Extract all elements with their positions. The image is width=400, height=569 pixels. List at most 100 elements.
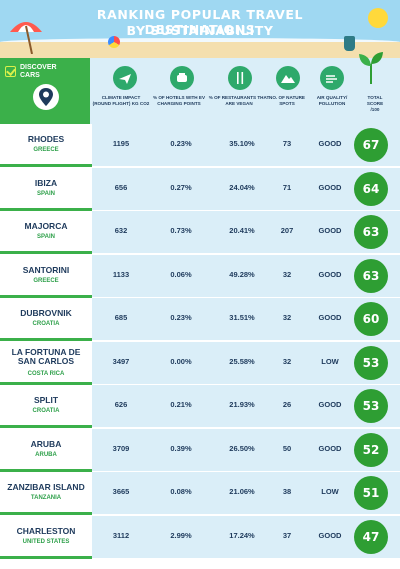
row-accent-line — [0, 338, 92, 341]
brand-header: DISCOVER CARS — [0, 58, 90, 124]
ev-value: 0.39% — [170, 443, 192, 453]
nature-value: 50 — [282, 443, 292, 453]
score-badge: 51 — [354, 476, 388, 510]
nature-value: 71 — [282, 182, 292, 192]
co2-value: 3665 — [112, 487, 130, 496]
vegan-value: 26.50% — [229, 443, 255, 453]
table-row: ARUBA ARUBA 3709 0.39% 26.50% 50 GOOD 52 — [0, 428, 400, 472]
row-band — [92, 211, 400, 253]
column-label-ev: % OF HOTELS WITH EV CHARGING POINTS — [152, 95, 206, 106]
air-value: GOOD — [318, 182, 342, 192]
air-value: GOOD — [318, 139, 342, 148]
table-row: SANTORINI GREECE 1133 0.06% 49.28% 32 GOOD 63 — [0, 254, 400, 298]
ev-value: 0.27% — [170, 182, 192, 192]
vegan-value: 24.04% — [229, 182, 255, 192]
row-accent-line — [0, 512, 92, 515]
row-band — [92, 428, 400, 471]
ev-value: 0.21% — [170, 400, 192, 409]
destination-cell: ZANZIBAR ISLAND TANZANIA — [0, 472, 92, 515]
city-name: ZANZIBAR ISLAND — [7, 482, 85, 492]
city-name: MAJORCA — [24, 221, 68, 231]
ev-car-icon — [170, 66, 194, 90]
row-accent-line — [0, 207, 92, 211]
table-row: IBIZA SPAIN 656 0.27% 24.04% 71 GOOD 64 — [0, 167, 400, 211]
location-pin-badge — [33, 84, 59, 110]
score-badge: 63 — [354, 258, 388, 293]
city-name: SANTORINI — [22, 264, 70, 275]
wind-icon — [320, 66, 344, 90]
row-band — [92, 341, 400, 384]
row-accent-line — [0, 468, 92, 472]
column-label-co2: CLIMATE IMPACT (ROUND FLIGHT) KG CO2 — [92, 95, 150, 106]
country-name: ARUBA — [35, 451, 57, 458]
score-badge: 64 — [354, 171, 388, 206]
ev-value: 0.08% — [170, 487, 192, 496]
nature-value: 32 — [282, 313, 292, 322]
mountain-icon — [276, 66, 300, 90]
column-label-air: AIR QUALITY/ POLLUTION — [316, 95, 348, 106]
nature-value: 32 — [282, 269, 292, 279]
co2-value: 656 — [114, 182, 128, 192]
destination-cell: RHODES GREECE — [0, 124, 92, 167]
country-name: SPAIN — [37, 234, 55, 240]
row-band — [92, 385, 400, 427]
air-value: LOW — [321, 487, 339, 496]
column-label-vegan: % OF RESTAURANTS THAT ARE VEGAN — [208, 95, 270, 106]
destination-cell: SPLIT CROATIA — [0, 385, 92, 428]
ev-value: 0.06% — [170, 269, 192, 279]
air-value: LOW — [321, 356, 339, 366]
nature-value: 32 — [282, 356, 292, 366]
country-name: SPAIN — [37, 190, 55, 197]
column-header: CLIMATE IMPACT (ROUND FLIGHT) KG CO2 % O… — [90, 58, 400, 124]
score-badge: 53 — [354, 345, 388, 380]
co2-value: 632 — [114, 226, 128, 235]
vegan-value: 25.58% — [229, 356, 255, 366]
destination-cell: IBIZA SPAIN — [0, 167, 92, 211]
row-accent-line — [0, 294, 92, 298]
drink-icon — [344, 36, 355, 51]
sand-decoration — [0, 42, 400, 58]
air-value: GOOD — [318, 313, 342, 322]
row-band — [92, 254, 400, 297]
city-name: RHODES — [27, 134, 65, 144]
table-row: SPLIT CROATIA 626 0.21% 21.93% 26 GOOD 53 — [0, 385, 400, 428]
table-row: CHARLESTON UNITED STATES 3112 2.99% 17.24% 37… — [0, 515, 400, 559]
co2-value: 3497 — [112, 356, 130, 366]
row-band — [92, 167, 400, 210]
score-badge: 60 — [354, 302, 388, 336]
destination-cell: LA FORTUNA DE SAN CARLOS COSTA RICA — [0, 341, 92, 385]
vegan-value: 17.24% — [229, 530, 255, 540]
plant-icon — [359, 52, 383, 84]
table-row: RHODES GREECE 1195 0.23% 35.10% 73 GOOD 67 — [0, 124, 400, 167]
page-title-line2: BY SUSTAINABILITY — [126, 23, 274, 38]
ev-value: 2.99% — [170, 530, 192, 540]
nature-value: 73 — [282, 139, 292, 148]
country-name: GREECE — [33, 277, 59, 284]
score-badge: 63 — [354, 215, 388, 249]
air-value: GOOD — [318, 269, 342, 279]
table-row: DUBROVNIK CROATIA 685 0.23% 31.51% 32 GOOD 60 — [0, 298, 400, 341]
row-band — [92, 298, 400, 340]
row-accent-line — [0, 425, 92, 428]
co2-value: 626 — [114, 400, 128, 409]
row-band — [92, 472, 400, 514]
nature-value: 26 — [282, 400, 292, 409]
vegan-value: 21.93% — [229, 400, 255, 409]
country-name: GREECE — [33, 147, 59, 153]
destination-cell: DUBROVNIK CROATIA — [0, 298, 92, 341]
vegan-value: 49.28% — [229, 269, 255, 279]
ev-value: 0.23% — [170, 139, 192, 148]
country-name: TANZANIA — [30, 495, 62, 501]
beach-ball-icon — [108, 36, 120, 48]
co2-value: 1133 — [112, 269, 130, 279]
page-title-line1: RANKING POPULAR TRAVEL DESTINATIONS — [96, 7, 304, 37]
header-banner: RANKING POPULAR TRAVEL DESTINATIONS BY S… — [0, 0, 400, 58]
air-value: GOOD — [318, 400, 342, 409]
destination-cell: MAJORCA SPAIN — [0, 211, 92, 254]
co2-value: 1195 — [112, 139, 130, 148]
vegan-value: 35.10% — [229, 139, 255, 148]
row-accent-line — [0, 381, 92, 385]
row-accent-line — [0, 164, 92, 167]
air-value: GOOD — [318, 443, 342, 453]
country-name: UNITED STATES — [22, 538, 70, 545]
